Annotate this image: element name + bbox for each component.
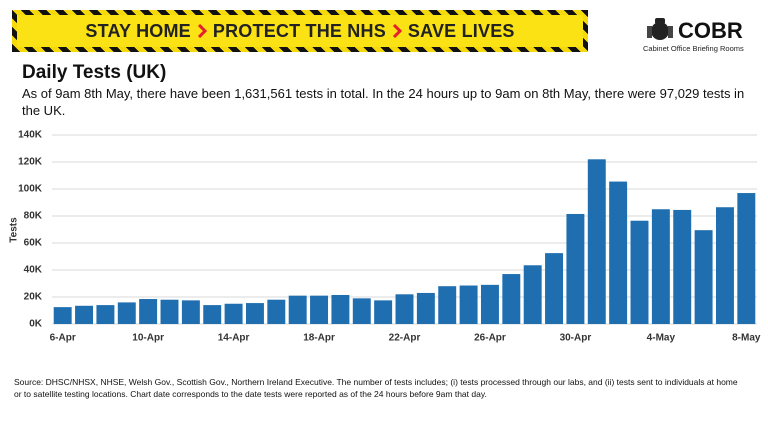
banner-text: SAVE LIVES [407,20,515,41]
x-tick-label: 26-Apr [474,333,506,344]
y-tick-label: 20K [24,292,43,303]
bar [331,294,350,324]
bar [117,302,136,324]
bar [715,207,734,324]
banner-inner: STAY HOME PROTECT THE NHS SAVE LIVES [17,15,583,47]
bar [139,299,158,324]
bar [737,193,756,324]
bar [459,285,478,324]
bar [352,298,371,324]
logo-name: COBR [678,18,743,43]
bar [96,305,115,324]
bar [374,300,393,324]
y-tick-label: 40K [24,265,43,276]
bar [310,295,329,324]
y-tick-label: 100K [18,184,43,195]
chevron [392,24,402,38]
bar [694,230,713,324]
bar [630,220,649,324]
chart-title: Daily Tests (UK) [22,62,167,83]
bar [53,307,72,324]
x-tick-label: 18-Apr [303,333,335,344]
bar [438,286,457,324]
y-tick-label: 140K [18,130,43,141]
crest-icon [647,18,673,40]
y-tick-label: 60K [24,238,43,249]
bar [480,284,499,324]
chart: Tests 0K 20K 40K 60K 80K 100K 120K 140K 6-Apr 10-… [9,130,761,344]
bar [75,305,94,324]
bar [609,181,628,324]
source-note: Source: DHSC/NHSX, NHSE, Welsh Gov., Sco… [14,377,738,399]
x-tick-label: 10-Apr [132,333,164,344]
bar [224,303,243,324]
bar [566,213,585,324]
bar [395,294,414,324]
bar [673,209,692,324]
y-tick-label: 80K [24,211,43,222]
x-tick-label: 22-Apr [389,333,421,344]
bar [203,305,222,324]
banner-text: PROTECT THE NHS [212,20,386,41]
banner: STAY HOME PROTECT THE NHS SAVE LIVES [12,10,588,52]
bar [181,300,200,324]
banner-text: STAY HOME [85,20,191,41]
y-tick-label: 120K [18,157,43,168]
y-axis-label: Tests [9,217,20,243]
bar [267,299,286,324]
y-tick-label: 0K [29,319,43,330]
x-tick-label: 8-May [732,333,761,344]
bar [523,265,542,324]
x-tick-label: 14-Apr [218,333,250,344]
bar [502,274,521,324]
chart-subtitle: As of 9am 8th May, there have been 1,631… [22,86,745,118]
bar [416,292,435,324]
x-tick-label: 30-Apr [560,333,592,344]
bar [288,295,307,324]
bar [160,299,179,324]
bar [545,253,564,324]
chevron [197,24,207,38]
bar [651,209,670,324]
x-tick-label: 6-Apr [50,333,76,344]
bar [245,303,264,324]
logo-subtitle: Cabinet Office Briefing Rooms [643,44,744,53]
x-tick-label: 4-May [647,333,676,344]
bar [587,159,606,324]
